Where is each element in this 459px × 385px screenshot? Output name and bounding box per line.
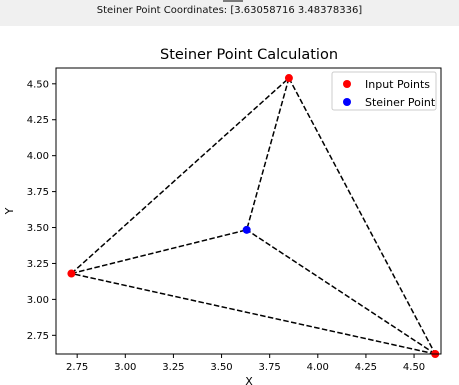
y-tick-label: 4.25 — [27, 115, 49, 126]
input-point-1 — [67, 269, 76, 278]
input-point-2 — [284, 74, 293, 83]
console-divider — [223, 0, 243, 2]
legend-marker-input-points — [343, 80, 351, 88]
y-tick-label: 3.25 — [27, 259, 49, 270]
steiner-point — [242, 225, 251, 234]
x-tick-label: 3.50 — [210, 362, 232, 373]
console-output-text: Steiner Point Coordinates: [3.63058716 3… — [96, 5, 363, 16]
y-tick-label: 4.50 — [27, 79, 49, 90]
x-tick-label: 3.25 — [162, 362, 184, 373]
x-tick-label: 4.25 — [355, 362, 377, 373]
legend-label-input-points: Input Points — [365, 78, 430, 91]
console-output-bar: Steiner Point Coordinates: [3.63058716 3… — [0, 0, 459, 27]
axes-frame — [55, 67, 442, 355]
y-tick-label: 3.50 — [27, 223, 49, 234]
x-ticks: 2.75 3.00 3.25 3.50 3.75 4.00 4.25 4.50 — [66, 354, 425, 373]
x-axis-label: X — [245, 375, 253, 385]
edge-line-2 — [288, 77, 436, 355]
y-tick-label: 4.00 — [27, 151, 49, 162]
steiner-chart: Steiner Point Calculation 2.75 3.00 3.25 3.… — [0, 26, 459, 385]
y-tick-label: 3.75 — [27, 187, 49, 198]
y-axis-label: Y — [3, 207, 16, 215]
y-tick-label: 2.75 — [27, 331, 49, 342]
edge-line-1 — [70, 77, 290, 275]
edge-line-5 — [245, 77, 290, 231]
legend-marker-steiner-point — [343, 98, 351, 106]
chart-title: Steiner Point Calculation — [160, 47, 338, 63]
x-tick-label: 3.75 — [259, 362, 281, 373]
x-tick-label: 2.75 — [66, 362, 88, 373]
y-ticks: 2.75 3.00 3.25 3.50 3.75 4.00 4.25 4.50 — [27, 79, 56, 342]
x-tick-label: 4.50 — [403, 362, 425, 373]
x-tick-label: 4.00 — [307, 362, 329, 373]
edge-line-4 — [71, 229, 247, 275]
edges-layer — [70, 77, 436, 355]
legend-label-steiner-point: Steiner Point — [365, 96, 436, 109]
edge-line-3 — [71, 272, 436, 355]
x-tick-label: 3.00 — [114, 362, 136, 373]
edge-line-6 — [246, 229, 436, 355]
legend: Input Points Steiner Point — [331, 71, 437, 111]
y-tick-label: 3.00 — [27, 295, 49, 306]
legend-frame — [331, 71, 437, 111]
